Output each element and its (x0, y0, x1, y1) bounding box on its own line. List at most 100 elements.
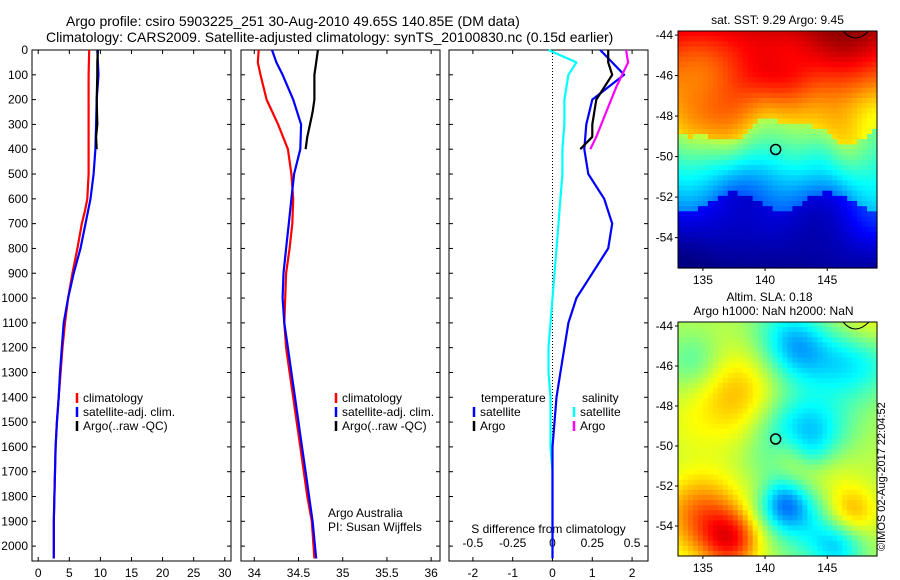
map-cell (817, 494, 823, 501)
map-cell (747, 41, 754, 48)
map-cell (767, 170, 774, 176)
map-cell (862, 92, 868, 99)
map-cell (802, 500, 808, 506)
map-cell (678, 61, 684, 68)
map-cell (717, 134, 724, 140)
map-cell (757, 393, 764, 399)
map-cell (697, 31, 704, 37)
map-cell (822, 175, 828, 182)
map-cell (732, 398, 739, 404)
map-cell (842, 545, 848, 552)
map-cell (682, 103, 689, 109)
map-cell (712, 128, 719, 135)
map-cell (757, 190, 764, 197)
map-cell (822, 367, 828, 374)
map-cell (832, 175, 838, 182)
map-cell (777, 505, 784, 511)
map-cell (867, 123, 873, 130)
map-cell (812, 322, 818, 328)
map-cell (837, 123, 843, 130)
map-cell (782, 257, 789, 264)
map-cell (782, 489, 789, 496)
map-cell (817, 139, 823, 145)
map-cell (807, 474, 813, 481)
map-cell (737, 337, 744, 343)
map-cell (682, 144, 689, 151)
map-cell (862, 393, 868, 399)
map-cell (732, 525, 739, 532)
map-cell (757, 237, 764, 243)
map-cell (842, 221, 848, 228)
map-cell (847, 190, 853, 197)
map-cell (687, 195, 694, 202)
map-cell (777, 494, 784, 501)
map-cell (722, 175, 729, 182)
map-cell (717, 500, 724, 506)
map-cell (792, 550, 798, 557)
map-cell (852, 77, 858, 84)
map-cell (857, 464, 863, 471)
map-cell (782, 72, 789, 78)
map-cell (717, 92, 724, 99)
map-cell (792, 398, 798, 404)
map-cell (832, 185, 838, 192)
map-cell (707, 221, 714, 228)
map-cell (727, 459, 734, 466)
map-cell (852, 103, 858, 109)
map-cell (732, 82, 739, 89)
map-cell (727, 164, 734, 171)
map-cell (712, 226, 719, 233)
map-cell (862, 262, 868, 269)
map-cell (737, 247, 744, 254)
map-cell (757, 170, 764, 176)
map-cell (807, 388, 813, 394)
map-cell (722, 494, 729, 501)
map-cell (692, 545, 699, 552)
map-cell (847, 221, 853, 228)
map-cell (772, 123, 779, 130)
map-cell (797, 505, 803, 511)
map-cell (712, 211, 719, 218)
map-cell (772, 139, 779, 145)
map-cell (797, 159, 803, 166)
map-cell (707, 342, 714, 349)
map-cell (787, 545, 794, 552)
map-cell (802, 134, 808, 140)
map-cell (807, 535, 813, 542)
map-cell (697, 428, 704, 435)
map-cell (827, 46, 833, 53)
map-cell (722, 413, 729, 420)
map-cell (807, 377, 813, 384)
map-cell (777, 479, 784, 486)
map-cell (842, 372, 848, 379)
map-cell (827, 403, 833, 410)
map-cell (762, 398, 769, 404)
map-cell (857, 479, 863, 486)
map-cell (752, 322, 759, 328)
map-cell (852, 372, 858, 379)
map-cell (782, 190, 789, 197)
map-cell (757, 545, 764, 552)
map-cell (847, 87, 853, 94)
map-cell (797, 398, 803, 404)
map-cell (712, 113, 719, 120)
map-cell (802, 357, 808, 364)
map-cell (762, 180, 769, 187)
map-cell (827, 408, 833, 415)
map-cell (757, 159, 764, 166)
map-cell (837, 257, 843, 264)
map-cell (762, 46, 769, 53)
map-cell (767, 134, 774, 140)
map-cell (737, 144, 744, 151)
map-cell (772, 87, 779, 94)
map-cell (842, 72, 848, 78)
map-cell (742, 372, 749, 379)
map-cell (857, 383, 863, 389)
map-cell (682, 159, 689, 166)
map-cell (712, 510, 719, 516)
map-cell (707, 72, 714, 78)
map-cell (737, 190, 744, 197)
map-cell (837, 433, 843, 440)
map-cell (717, 525, 724, 532)
map-cell (772, 372, 779, 379)
